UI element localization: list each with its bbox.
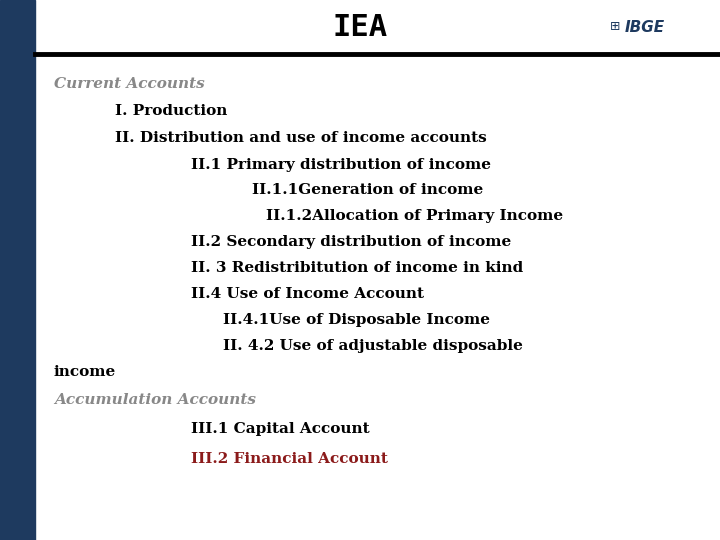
Text: Current Accounts: Current Accounts bbox=[54, 77, 204, 91]
Text: income: income bbox=[54, 364, 116, 379]
Text: II. 4.2 Use of adjustable disposable: II. 4.2 Use of adjustable disposable bbox=[223, 339, 523, 353]
Text: ⊞: ⊞ bbox=[611, 21, 621, 33]
Text: IBGE: IBGE bbox=[624, 19, 665, 35]
Text: II.4 Use of Income Account: II.4 Use of Income Account bbox=[191, 287, 424, 301]
Bar bbox=[0, 0, 35, 540]
Text: I. Production: I. Production bbox=[115, 104, 228, 118]
Text: II.1.1Generation of income: II.1.1Generation of income bbox=[252, 183, 483, 197]
Text: IEA: IEA bbox=[333, 12, 387, 42]
Text: II.1.2Allocation of Primary Income: II.1.2Allocation of Primary Income bbox=[266, 209, 564, 223]
Text: Accumulation Accounts: Accumulation Accounts bbox=[54, 393, 256, 407]
Text: II. 3 Redistribitution of income in kind: II. 3 Redistribitution of income in kind bbox=[191, 261, 523, 275]
Text: II.4.1Use of Disposable Income: II.4.1Use of Disposable Income bbox=[223, 313, 490, 327]
Text: II.2 Secondary distribution of income: II.2 Secondary distribution of income bbox=[191, 235, 511, 249]
Text: III.2 Financial Account: III.2 Financial Account bbox=[191, 452, 387, 466]
Text: III.1 Capital Account: III.1 Capital Account bbox=[191, 422, 369, 436]
Text: II. Distribution and use of income accounts: II. Distribution and use of income accou… bbox=[115, 131, 487, 145]
Text: II.1 Primary distribution of income: II.1 Primary distribution of income bbox=[191, 158, 491, 172]
